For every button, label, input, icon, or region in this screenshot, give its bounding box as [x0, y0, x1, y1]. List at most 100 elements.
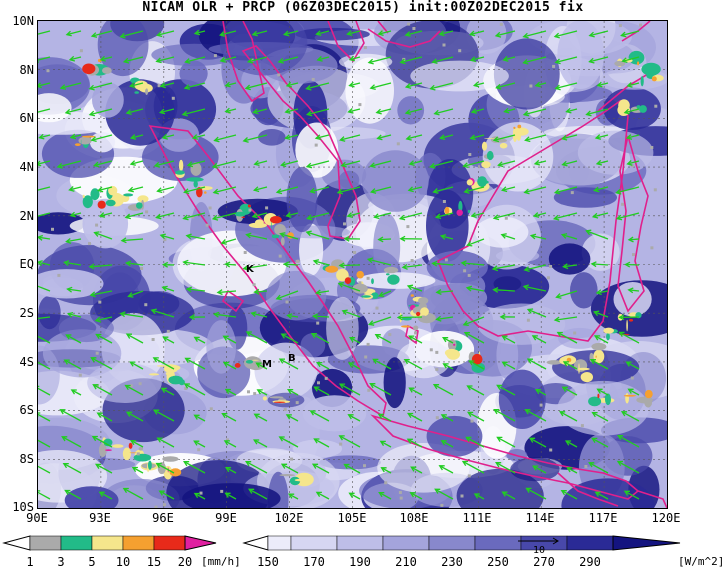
wind-vector-head — [591, 437, 598, 443]
wind-vector — [625, 263, 640, 266]
wind-vector-head — [183, 84, 191, 90]
wind-vector-head — [625, 134, 633, 140]
coastline-segment — [436, 99, 629, 342]
precip-speckle — [285, 300, 289, 304]
wind-vector-head — [492, 214, 500, 221]
wind-vector — [349, 492, 361, 500]
precip-cell — [410, 294, 414, 297]
wind-vector-head — [465, 436, 472, 442]
wind-vector-head — [193, 336, 200, 342]
wind-vector — [434, 108, 454, 115]
wind-vector-head — [522, 284, 529, 291]
wind-vector — [493, 212, 516, 219]
wind-vector-head — [380, 467, 387, 473]
precip-speckle — [539, 403, 543, 407]
wind-vector — [589, 30, 609, 37]
precip-speckle — [421, 315, 425, 319]
wind-vector — [311, 333, 330, 344]
wind-vector — [380, 440, 392, 448]
wind-vector — [316, 491, 330, 500]
precip-cell — [196, 187, 203, 198]
wind-vector — [377, 134, 392, 140]
precip-cell — [252, 359, 259, 361]
wind-vector-head — [435, 315, 442, 322]
wind-vector-head — [251, 212, 258, 219]
wind-vector-head — [473, 493, 480, 499]
precip-cell — [471, 362, 486, 373]
wind-vector — [316, 362, 330, 370]
wind-vector — [281, 160, 299, 166]
precip-speckle — [339, 442, 343, 446]
wind-vector-head — [59, 409, 66, 415]
wind-vector — [254, 160, 268, 165]
precip-cell — [401, 325, 411, 328]
wind-vector-head — [526, 358, 533, 364]
wind-vector-head — [470, 108, 478, 114]
wind-vector-head — [193, 492, 200, 499]
wind-vector — [279, 358, 299, 370]
wind-vector — [94, 160, 113, 167]
wind-vector-head — [193, 414, 200, 420]
wind-vector — [523, 30, 547, 38]
olr-blotch — [475, 216, 529, 248]
wind-vector-head — [494, 31, 502, 38]
wind-vector — [276, 290, 299, 300]
wind-vector — [347, 30, 361, 35]
wind-vector-head — [338, 383, 346, 389]
wind-vector — [306, 160, 330, 168]
precip-cell — [478, 164, 480, 169]
wind-vector-head — [122, 487, 129, 494]
wind-vector-head — [315, 491, 322, 497]
precip-speckle — [467, 474, 471, 478]
wind-vector — [340, 134, 361, 141]
wind-vector — [100, 56, 113, 61]
precip-cell — [625, 393, 629, 404]
wind-vector — [409, 387, 423, 396]
wind-vector — [154, 160, 175, 167]
precip-cell — [499, 142, 508, 149]
precip-cell — [597, 393, 600, 399]
wind-vector — [523, 285, 547, 292]
precip-cell — [171, 372, 174, 377]
precip-cell — [169, 468, 182, 477]
precip-speckle — [650, 146, 654, 149]
wind-vector-head — [405, 135, 412, 141]
wind-vector — [559, 411, 578, 422]
precip-speckle — [367, 388, 371, 392]
precip-cell — [595, 355, 597, 358]
reference-vector-label: 10 — [532, 545, 546, 556]
map-gridlines — [38, 21, 667, 508]
precip-speckle — [442, 43, 446, 47]
wind-vector-head — [438, 134, 446, 141]
precip-cell — [614, 60, 626, 67]
wind-vector — [463, 160, 485, 167]
wind-vector-head — [341, 309, 348, 316]
wind-vector — [69, 56, 82, 61]
wind-vector — [66, 238, 82, 243]
lon-tick-label: 93E — [89, 511, 111, 525]
wind-vector-head — [399, 235, 406, 242]
wind-vector-head — [627, 287, 634, 294]
wind-vector — [220, 30, 237, 36]
wind-vector-head — [501, 491, 508, 497]
wind-vector — [594, 186, 609, 192]
wind-vector-head — [440, 440, 447, 446]
wind-vector-head — [621, 57, 628, 64]
wind-vector — [38, 160, 51, 165]
wind-vector-head — [522, 32, 529, 39]
coastline-segment — [148, 125, 387, 418]
wind-vector-head — [242, 264, 249, 271]
wind-vector — [430, 160, 454, 168]
wind-vector — [99, 491, 113, 500]
olr-colorbar-swatch — [474, 535, 522, 551]
wind-vector-head — [618, 331, 625, 337]
precip-cell — [651, 76, 657, 82]
wind-vector-head — [224, 261, 231, 268]
wind-vector-head — [68, 55, 76, 62]
wind-vector — [157, 30, 175, 36]
wind-vector-head — [524, 409, 531, 415]
wind-vector-head — [38, 82, 42, 89]
wind-vector-head — [552, 214, 560, 221]
wind-vector — [71, 389, 82, 396]
wind-vector-head — [253, 160, 260, 167]
